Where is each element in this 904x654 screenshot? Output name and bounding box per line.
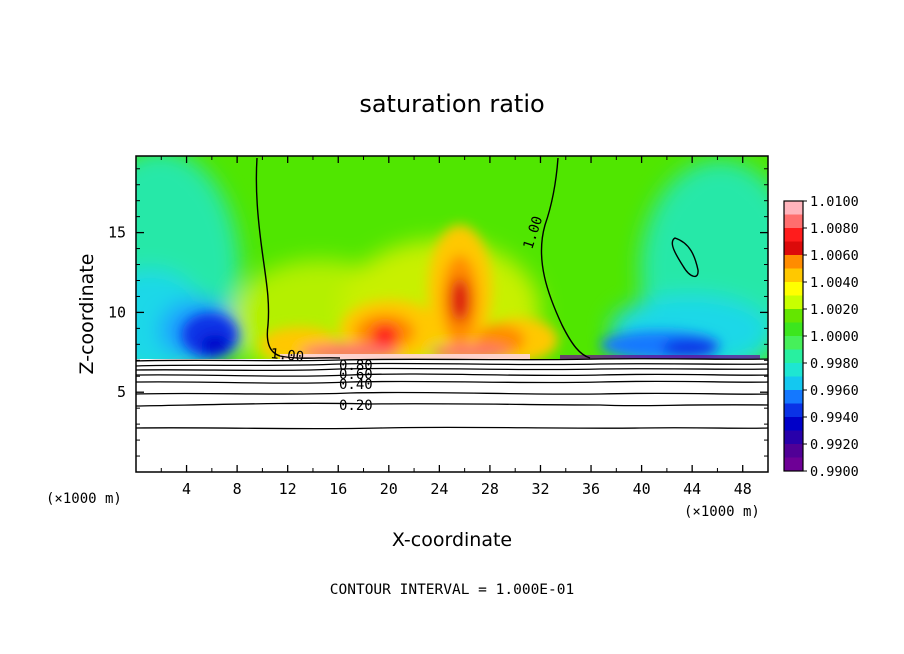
colorbar-swatch: [784, 282, 803, 296]
contour-lines: [135, 358, 769, 430]
x-tick-label: 48: [734, 480, 752, 498]
x-tick-label: 12: [279, 480, 297, 498]
colorbar-label: 1.0000: [810, 329, 859, 345]
colorbar-swatch: [784, 336, 803, 350]
contour-line: [135, 373, 769, 377]
colorbar-swatch: [784, 309, 803, 323]
x-tick-label: 20: [380, 480, 398, 498]
colorbar-label: 1.0100: [810, 194, 859, 210]
x-tick-label: 4: [182, 480, 191, 498]
contour-interval-note: CONTOUR INTERVAL = 1.000E-01: [330, 582, 574, 598]
colorbar-swatch: [784, 201, 803, 215]
x-axis-unit: (×1000 m): [684, 504, 760, 520]
x-tick-label: 32: [531, 480, 549, 498]
colorbar-swatch: [784, 268, 803, 283]
contour-label: 0.60: [339, 367, 373, 383]
contour-line: [135, 362, 769, 367]
y-axis-ticks: 5 10 15: [108, 168, 768, 457]
colorbar-swatch: [784, 430, 803, 445]
colorbar-label: 0.9940: [810, 410, 859, 426]
y-axis-unit: (×1000 m): [46, 491, 122, 507]
plot-frame: [135, 155, 769, 473]
colorbar-label: 0.9920: [810, 437, 859, 453]
colorbar-label: 1.0040: [810, 275, 859, 291]
colorbar-label: 1.0020: [810, 302, 859, 318]
x-axis-ticks: 4 8 12 16 20 24 28 32 36 40 44 48: [160, 156, 752, 498]
contour-line: [135, 426, 769, 430]
contour-label: 1.00: [270, 346, 305, 365]
colorbar-swatch: [784, 444, 803, 458]
x-tick-label: 24: [430, 480, 448, 498]
y-tick-label: 5: [117, 383, 126, 401]
contour-label: 0.20: [339, 398, 373, 414]
x-tick-label: 36: [582, 480, 600, 498]
colorbar-swatch: [784, 403, 803, 418]
contour-line: [255, 157, 341, 359]
colorbar-label: 1.0080: [810, 221, 859, 237]
colorbar-swatch: [784, 255, 803, 269]
colorbar-label: 1.0060: [810, 248, 859, 264]
y-axis-label: Z-coordinate: [76, 254, 98, 375]
contour-label: 0.40: [339, 377, 373, 393]
colorbar-swatch: [784, 241, 803, 256]
colorbar-swatch: [784, 322, 803, 337]
colorbar-label: 0.9960: [810, 383, 859, 399]
colorbar-labels: 1.0100 1.0080 1.0060 1.0040 1.0020 1.0000 0.99…: [803, 194, 859, 480]
chart-title: saturation ratio: [359, 90, 544, 118]
x-tick-label: 8: [233, 480, 242, 498]
x-tick-label: 28: [481, 480, 499, 498]
colorbar-label: 0.9900: [810, 464, 859, 480]
colorbar-swatch: [784, 349, 803, 364]
contour-line: [135, 358, 769, 362]
colorbar-label: 0.9980: [810, 356, 859, 372]
colorbar-swatch: [784, 457, 803, 472]
heatmap-field: [136, 156, 768, 359]
contour-lines-upper: [255, 157, 699, 359]
colorbar-swatch: [784, 295, 803, 310]
contour-line: [135, 367, 769, 372]
colorbar-swatch: [784, 376, 803, 391]
colorbar-swatch: [784, 363, 803, 377]
contour-line: [135, 380, 769, 384]
x-tick-label: 40: [633, 480, 651, 498]
colorbar-swatch: [784, 228, 803, 242]
contour-line: [540, 157, 591, 359]
contour-label: 0.80: [339, 358, 373, 374]
contour-line: [135, 402, 769, 407]
contour-line: [671, 237, 699, 277]
x-axis-label: X-coordinate: [392, 529, 512, 551]
y-tick-label: 10: [108, 303, 126, 321]
colorbar-swatch: [784, 390, 803, 404]
colorbar-swatch: [784, 214, 803, 229]
y-tick-label: 15: [108, 224, 126, 242]
x-tick-label: 44: [683, 480, 701, 498]
x-tick-label: 16: [329, 480, 347, 498]
colorbar-swatch: [784, 417, 803, 431]
colorbar: [783, 200, 804, 472]
contour-line: [135, 391, 769, 395]
